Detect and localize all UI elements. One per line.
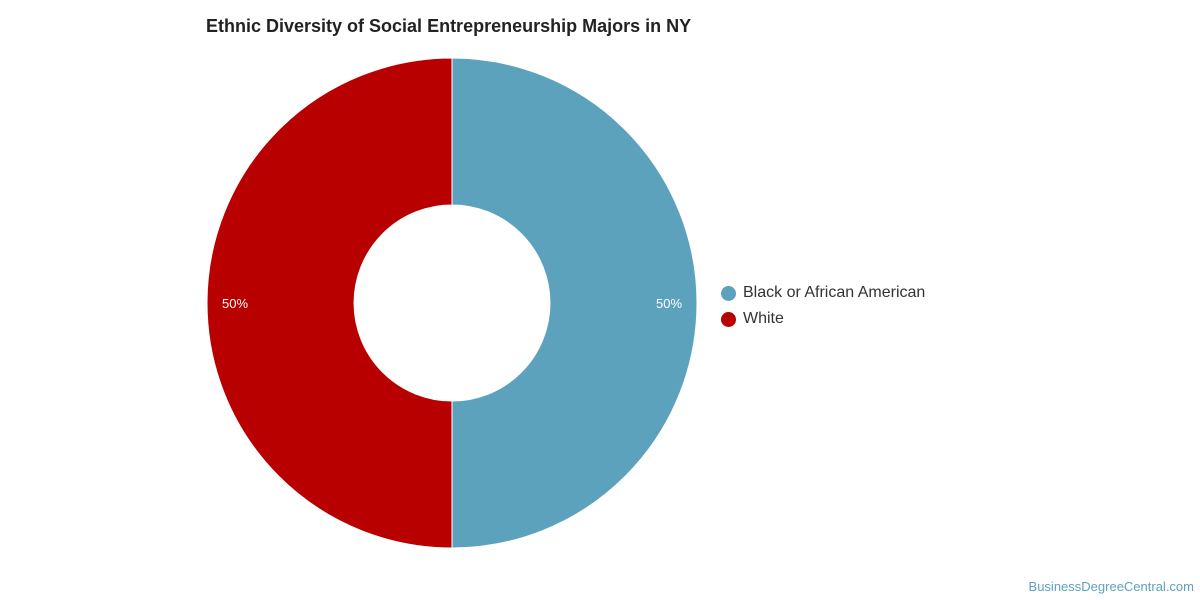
legend-label: White <box>743 310 784 327</box>
legend-label: Black or African American <box>743 284 926 301</box>
chart-title: Ethnic Diversity of Social Entrepreneurs… <box>206 16 692 36</box>
legend-item-black-or-african-american[interactable]: Black or African American <box>721 280 925 306</box>
slice-label-white: 50% <box>222 296 248 311</box>
source-watermark[interactable]: BusinessDegreeCentral.com <box>1028 579 1194 594</box>
donut-slice-black-or-african-american[interactable] <box>451 57 698 549</box>
legend-swatch-icon <box>721 285 736 301</box>
donut-slice-white[interactable] <box>206 57 453 549</box>
chart-legend: Black or African American White <box>721 280 925 332</box>
slice-label-black-or-african-american: 50% <box>656 296 682 311</box>
legend-item-white[interactable]: White <box>721 306 925 332</box>
legend-swatch-icon <box>721 311 736 327</box>
